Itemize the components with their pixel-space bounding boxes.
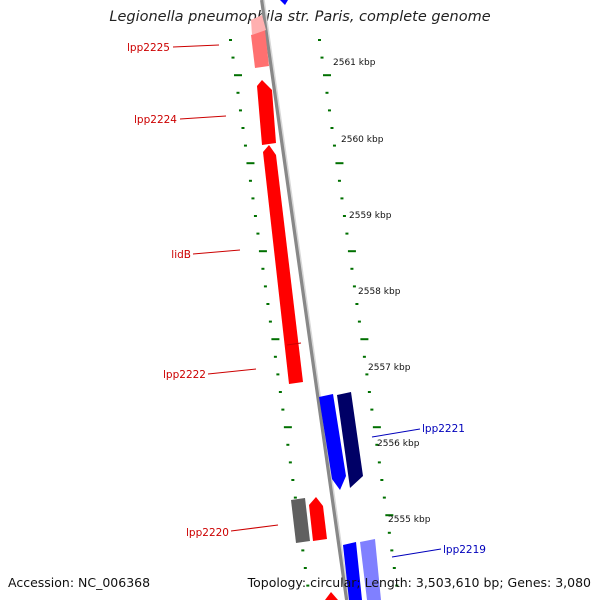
gene-label-leader (391, 548, 442, 558)
ruler-label: 2556 kbp (377, 439, 420, 449)
gene-label: lpp2220 (186, 527, 229, 539)
gene-label: lpp2221 (422, 423, 465, 435)
gene-lpp2221-a (319, 394, 346, 490)
forward-genes (251, 15, 338, 600)
accession-text: Accession: NC_006368 (8, 575, 151, 590)
gene-lpp2221-b (337, 392, 363, 488)
gene-label: lpp2225 (127, 42, 170, 54)
gene-label-leader (192, 249, 241, 255)
genome-backbone-highlight (263, 0, 350, 600)
genome-summary: Topology: circular; Length: 3,503,610 bp… (247, 575, 591, 590)
gene-lpp2225 (251, 30, 269, 68)
outer-tick-column (318, 39, 399, 587)
gene-lpp2225-head (251, 15, 266, 35)
gene-lidB-boundary (286, 342, 302, 346)
ruler-label: 2561 kbp (333, 58, 376, 68)
gene-lpp2224 (257, 80, 276, 145)
ruler-label: 2558 kbp (358, 287, 401, 297)
gene-label-leader (179, 115, 227, 120)
ruler-label: 2560 kbp (341, 135, 384, 145)
gene-label: lpp2224 (134, 114, 177, 126)
gene-label-leader (172, 44, 220, 48)
gene-label-leader (230, 524, 279, 532)
gene-label-leader (207, 368, 257, 375)
ruler-label: 2559 kbp (349, 211, 392, 221)
gene-label-leader (371, 428, 421, 438)
ruler-label: 2555 kbp (388, 515, 431, 525)
gene-label: lpp2219 (443, 544, 486, 556)
gene-lpp2220-grey (291, 498, 310, 543)
genome-backbone (260, 0, 349, 600)
map-title: Legionella pneumophila str. Paris, compl… (109, 9, 491, 25)
gene-lpp2219-b (360, 539, 381, 600)
gene-label: lpp2222 (163, 369, 206, 381)
gene-lpp2220 (309, 497, 327, 541)
ruler-label: 2557 kbp (368, 363, 411, 373)
gene-bottom-red (325, 592, 338, 600)
gene-top-blue (280, 0, 288, 5)
ruler: 2561 kbp 2560 kbp 2559 kbp 2558 kbp 2557 kbp… (333, 58, 431, 525)
gene-lidB (263, 145, 303, 384)
reverse-genes (280, 0, 381, 600)
gene-lpp2219-a (343, 542, 362, 600)
gene-labels: lpp2225 lpp2224 lidB lpp2222 lpp2221 lpp2220 l… (127, 42, 486, 558)
gene-label: lidB (171, 249, 191, 261)
